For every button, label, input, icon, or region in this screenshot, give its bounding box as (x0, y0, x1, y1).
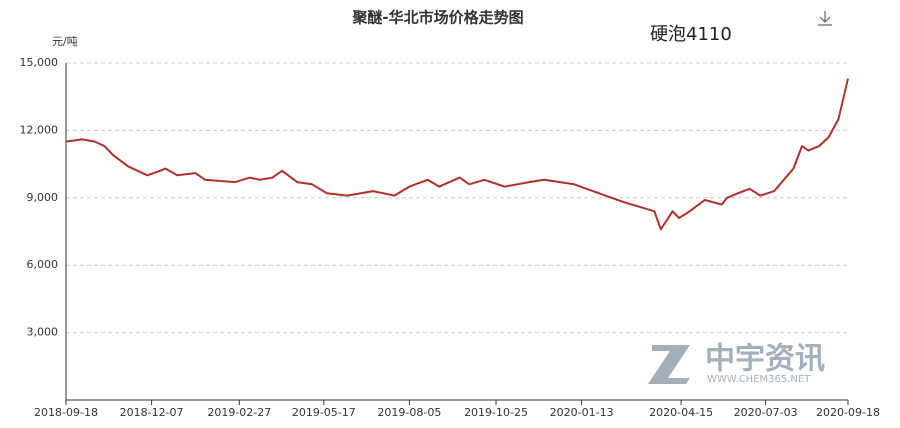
x-tick-label: 2019-10-25 (464, 406, 528, 419)
annotation: 硬泡4110 (650, 24, 732, 45)
x-tick-label: 2020-04-15 (649, 406, 713, 419)
x-tick-label: 2019-02-27 (207, 406, 271, 419)
y-tick-label: 15,000 (20, 56, 59, 69)
download-glyph[interactable] (818, 11, 832, 26)
x-tick-label: 2020-01-13 (550, 406, 614, 419)
y-tick-label: 12,000 (20, 123, 59, 136)
watermark-logo: 中宇资讯 WWW.CHEM365.NET (648, 342, 825, 385)
y-axis-label: 元/吨 (52, 35, 78, 48)
chart-title: 聚醚-华北市场价格走势图 (351, 9, 523, 27)
download-icon[interactable] (818, 11, 832, 26)
x-tick-label: 2018-09-18 (34, 406, 98, 419)
watermark-url: WWW.CHEM365.NET (707, 374, 811, 385)
logo-z (648, 345, 690, 384)
x-tick-label: 2019-08-05 (377, 406, 441, 419)
watermark-text: 中宇资讯 (705, 342, 825, 377)
x-tick-label: 2019-05-17 (292, 406, 356, 419)
x-tick-label: 2020-09-18 (816, 406, 880, 419)
y-tick-label: 9,000 (27, 191, 59, 204)
y-tick-label: 6,000 (27, 258, 59, 271)
y-tick-label: 3,000 (27, 326, 59, 339)
x-tick-label: 2018-12-07 (120, 406, 184, 419)
x-tick-label: 2020-07-03 (734, 406, 798, 419)
line-series (65, 78, 849, 231)
